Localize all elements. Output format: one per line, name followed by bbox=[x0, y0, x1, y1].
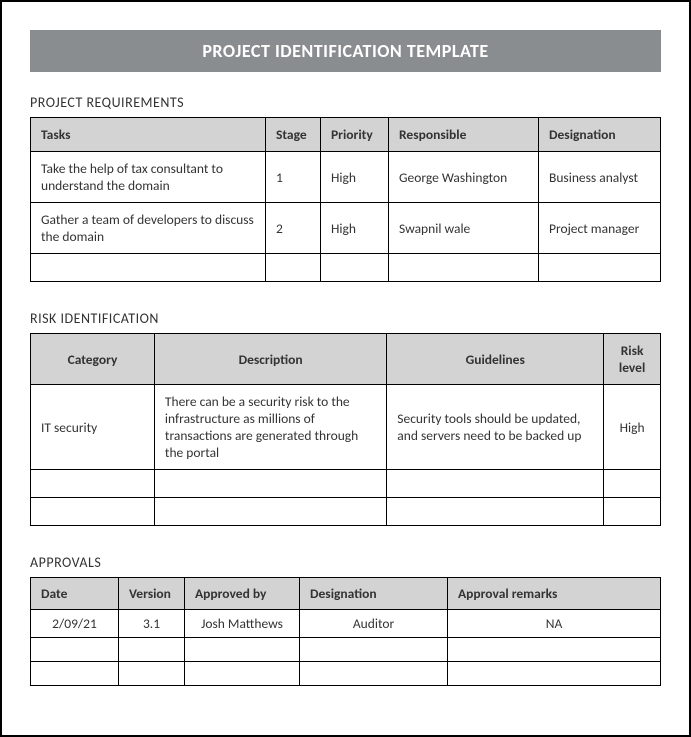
page-title: PROJECT IDENTIFICATION TEMPLATE bbox=[30, 30, 661, 72]
table-row bbox=[31, 254, 661, 282]
col-category: Category bbox=[31, 334, 155, 385]
cell-remarks bbox=[448, 662, 661, 686]
cell-guidelines: Security tools should be updated, and se… bbox=[387, 385, 604, 470]
table-header-row: Tasks Stage Priority Responsible Designa… bbox=[31, 118, 661, 152]
cell-guidelines bbox=[387, 470, 604, 498]
cell-task: Gather a team of developers to discuss t… bbox=[31, 203, 266, 254]
cell-stage bbox=[266, 254, 321, 282]
cell-date bbox=[31, 662, 119, 686]
cell-category: IT security bbox=[31, 385, 155, 470]
cell-stage: 2 bbox=[266, 203, 321, 254]
approvals-table: Date Version Approved by Designation App… bbox=[30, 577, 661, 686]
col-description: Description bbox=[154, 334, 386, 385]
cell-designation: Project manager bbox=[539, 203, 661, 254]
cell-risk-level bbox=[604, 470, 661, 498]
cell-task bbox=[31, 254, 266, 282]
table-row bbox=[31, 638, 661, 662]
col-approved-by: Approved by bbox=[185, 578, 300, 610]
cell-designation bbox=[300, 638, 448, 662]
cell-approved-by: Josh Matthews bbox=[185, 610, 300, 638]
requirements-heading: PROJECT REQUIREMENTS bbox=[30, 94, 661, 111]
cell-responsible: George Washington bbox=[389, 152, 539, 203]
cell-priority: High bbox=[321, 203, 389, 254]
cell-responsible bbox=[389, 254, 539, 282]
col-responsible: Responsible bbox=[389, 118, 539, 152]
cell-priority bbox=[321, 254, 389, 282]
table-row: Gather a team of developers to discuss t… bbox=[31, 203, 661, 254]
col-date: Date bbox=[31, 578, 119, 610]
table-row: IT security There can be a security risk… bbox=[31, 385, 661, 470]
cell-designation bbox=[539, 254, 661, 282]
table-row: Take the help of tax consultant to under… bbox=[31, 152, 661, 203]
cell-stage: 1 bbox=[266, 152, 321, 203]
cell-date: 2/09/21 bbox=[31, 610, 119, 638]
cell-date bbox=[31, 638, 119, 662]
col-designation: Designation bbox=[539, 118, 661, 152]
cell-remarks bbox=[448, 638, 661, 662]
cell-category bbox=[31, 498, 155, 526]
requirements-table: Tasks Stage Priority Responsible Designa… bbox=[30, 117, 661, 282]
col-stage: Stage bbox=[266, 118, 321, 152]
col-version: Version bbox=[119, 578, 185, 610]
table-row bbox=[31, 498, 661, 526]
cell-version: 3.1 bbox=[119, 610, 185, 638]
cell-version bbox=[119, 662, 185, 686]
cell-designation bbox=[300, 662, 448, 686]
table-row: 2/09/21 3.1 Josh Matthews Auditor NA bbox=[31, 610, 661, 638]
risk-heading: RISK IDENTIFICATION bbox=[30, 310, 661, 327]
cell-approved-by bbox=[185, 638, 300, 662]
approvals-heading: APPROVALS bbox=[30, 554, 661, 571]
table-row bbox=[31, 470, 661, 498]
document-page: PROJECT IDENTIFICATION TEMPLATE PROJECT … bbox=[0, 0, 691, 737]
cell-risk-level bbox=[604, 498, 661, 526]
col-risk-level: Risk level bbox=[604, 334, 661, 385]
col-guidelines: Guidelines bbox=[387, 334, 604, 385]
cell-designation: Business analyst bbox=[539, 152, 661, 203]
cell-designation: Auditor bbox=[300, 610, 448, 638]
cell-version bbox=[119, 638, 185, 662]
cell-task: Take the help of tax consultant to under… bbox=[31, 152, 266, 203]
table-row bbox=[31, 662, 661, 686]
cell-description bbox=[154, 498, 386, 526]
cell-priority: High bbox=[321, 152, 389, 203]
cell-description: There can be a security risk to the infr… bbox=[154, 385, 386, 470]
cell-guidelines bbox=[387, 498, 604, 526]
risk-table: Category Description Guidelines Risk lev… bbox=[30, 333, 661, 526]
cell-responsible: Swapnil wale bbox=[389, 203, 539, 254]
table-header-row: Category Description Guidelines Risk lev… bbox=[31, 334, 661, 385]
cell-approved-by bbox=[185, 662, 300, 686]
cell-category bbox=[31, 470, 155, 498]
cell-description bbox=[154, 470, 386, 498]
table-header-row: Date Version Approved by Designation App… bbox=[31, 578, 661, 610]
col-tasks: Tasks bbox=[31, 118, 266, 152]
cell-risk-level: High bbox=[604, 385, 661, 470]
col-approval-remarks: Approval remarks bbox=[448, 578, 661, 610]
col-priority: Priority bbox=[321, 118, 389, 152]
col-designation: Designation bbox=[300, 578, 448, 610]
cell-remarks: NA bbox=[448, 610, 661, 638]
